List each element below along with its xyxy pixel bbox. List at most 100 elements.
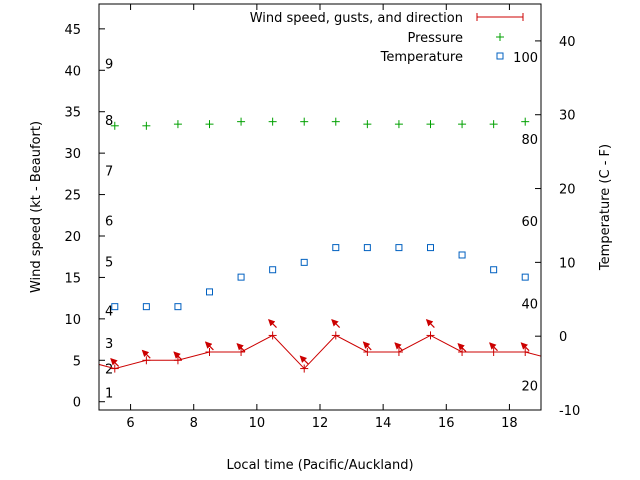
temperature-point (300, 258, 308, 266)
y-tick-label: 30 (64, 147, 81, 162)
wind-direction-arrow (489, 342, 498, 352)
wind-direction-arrow (204, 341, 214, 351)
beaufort-label: 4 (105, 305, 113, 320)
wind-direction-arrow (268, 319, 277, 328)
plot-frame (98, 3, 542, 411)
wind-speed-line (99, 334, 541, 370)
y-tick-label: 25 (64, 189, 81, 204)
wind-direction-arrow (331, 319, 341, 328)
x-tick-label: 8 (190, 416, 198, 431)
wind-direction-arrow (299, 355, 309, 365)
beaufort-label: 5 (105, 256, 113, 271)
wind-direction-arrow (110, 357, 120, 367)
legend: Wind speed, gusts, and direction Pressur… (250, 11, 524, 65)
wind-direction-arrow (362, 341, 372, 351)
temperature-point (332, 244, 340, 252)
beaufort-label: 2 (105, 363, 113, 378)
y2-tick-label: 40 (559, 35, 576, 50)
temperature-point (269, 266, 277, 274)
pressure-point (237, 117, 246, 126)
y2-tick-label: -10 (559, 404, 580, 419)
temperature-point (521, 273, 529, 281)
beaufort-label: 6 (105, 214, 113, 229)
x-tick-label: 14 (375, 416, 392, 431)
pressure-point (205, 120, 214, 129)
fahrenheit-label: 20 (521, 380, 538, 395)
x-axis-label: Local time (Pacific/Auckland) (226, 458, 413, 473)
y2-axis-label: Temperature (C - F) (598, 144, 613, 271)
pressure-point (521, 117, 530, 126)
fahrenheit-label: 100 (513, 51, 538, 66)
temperature-point (206, 288, 213, 296)
y-tick-label: 45 (64, 23, 81, 38)
wind-speed-point (205, 348, 214, 356)
fahrenheit-label: 60 (521, 215, 538, 230)
pressure-point (300, 117, 309, 126)
wind-speed-point (458, 348, 467, 356)
wind-direction-arrow (236, 343, 246, 352)
pressure-point (458, 120, 467, 129)
wind-direction-arrow (173, 351, 183, 361)
beaufort-label: 3 (105, 337, 113, 352)
wind-speed-point (142, 356, 151, 365)
wind-speed-point (363, 348, 372, 356)
wind-speed-point (553, 356, 561, 364)
fahrenheit-label: 40 (521, 298, 538, 313)
pressure-point (363, 120, 372, 129)
beaufort-label: 7 (105, 165, 113, 180)
legend-label-wind: Wind speed, gusts, and direction (250, 11, 463, 26)
pressure-point (110, 121, 119, 130)
wind-speed-point (237, 348, 246, 356)
temperature-point (363, 244, 371, 252)
pressure-point (173, 120, 182, 129)
y-tick-label: 40 (64, 64, 81, 79)
y-tick-label: 15 (64, 271, 81, 286)
temperature-point (458, 251, 466, 259)
y-axis-label: Wind speed (kt - Beaufort) (29, 121, 44, 293)
pressure-point (426, 120, 435, 129)
wind-speed-point (173, 356, 182, 365)
pressure-point (331, 117, 340, 126)
wind-speed-point (110, 364, 119, 373)
fahrenheit-label: 80 (521, 133, 538, 148)
temperature-point (490, 266, 498, 274)
axes-layer: 6 8 10 12 14 16 18051015202530354045-100102030… (64, 4, 580, 431)
x-tick-label: 18 (501, 416, 518, 431)
legend-label-pressure: Pressure (407, 31, 463, 46)
y2-tick-label: 0 (559, 330, 567, 345)
beaufort-label: 9 (105, 58, 113, 73)
y-tick-label: 0 (73, 396, 81, 411)
data-layer (99, 117, 561, 373)
x-tick-label: 10 (249, 416, 266, 431)
wind-direction-arrow (394, 342, 404, 352)
beaufort-label: 1 (105, 387, 113, 402)
pressure-point (268, 117, 277, 126)
pressure-point (394, 120, 403, 129)
x-tick-label: 16 (438, 416, 455, 431)
wind-speed-point (331, 331, 340, 340)
legend-sample-wind (476, 13, 524, 21)
wind-speed-point (268, 331, 277, 340)
wind-direction-arrow (425, 319, 435, 328)
wind-direction-arrow (520, 342, 530, 352)
wind-speed-point (300, 364, 309, 373)
wind-direction-arrow (457, 343, 467, 352)
y-tick-label: 5 (73, 354, 81, 369)
temperature-point (142, 303, 150, 311)
temperature-point (427, 244, 434, 252)
wind-direction-arrow (141, 349, 151, 359)
legend-sample-pressure (496, 33, 504, 41)
temperature-point (111, 303, 119, 311)
x-tick-label: 6 (126, 416, 134, 431)
temperature-point (237, 273, 245, 281)
pressure-point (142, 121, 151, 130)
legend-label-temperature: Temperature (380, 50, 463, 65)
legend-sample-temperature (496, 52, 504, 60)
pressure-point (489, 120, 498, 129)
beaufort-label: 8 (105, 114, 113, 129)
y-tick-label: 20 (64, 230, 81, 245)
wind-speed-point (426, 331, 435, 340)
y-tick-label: 10 (64, 313, 81, 328)
temperature-point (174, 303, 182, 311)
